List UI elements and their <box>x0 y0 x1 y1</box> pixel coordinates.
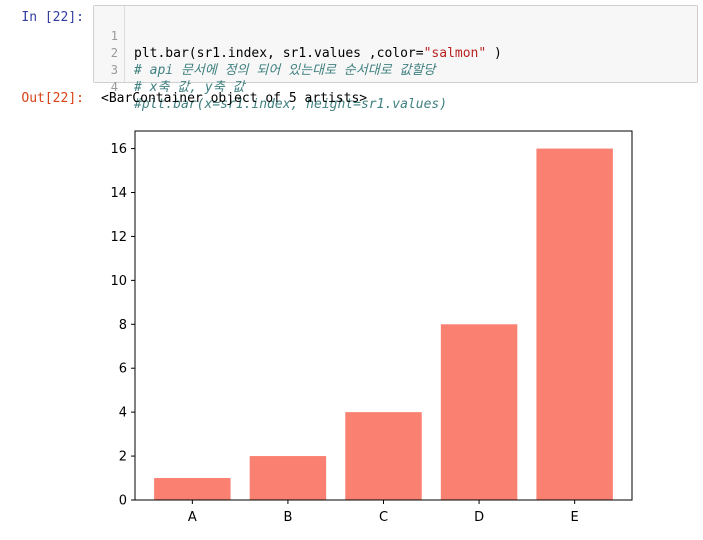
code-text-pre: plt.bar(sr1.index, sr1.values ,color= <box>134 46 424 61</box>
code-text: plt.bar(sr1.index, sr1.values ,color="sa… <box>134 45 502 62</box>
bar-E <box>536 148 613 501</box>
y-tick-label: 8 <box>119 318 127 333</box>
y-tick-label: 10 <box>110 274 127 289</box>
y-tick-label: 4 <box>119 406 127 421</box>
code-comment: # api 문서에 정의 되어 있는대로 순서대로 값할당 <box>134 63 436 78</box>
code-comment: # x축 값, y축 값 <box>134 80 245 95</box>
y-tick-label: 6 <box>119 362 127 377</box>
bar-B <box>249 456 327 500</box>
line-number: 2 <box>110 46 118 60</box>
code-line-2[interactable]: 2 # api 문서에 정의 되어 있는대로 순서대로 값할당 <box>94 28 694 78</box>
x-tick-label: E <box>571 510 579 525</box>
x-tick-label: D <box>474 510 484 525</box>
line-number-gutter <box>94 6 125 82</box>
y-tick-label: 2 <box>119 450 127 465</box>
y-tick-label: 0 <box>119 494 127 509</box>
output-text: <BarContainer object of 5 artists> <box>101 91 368 106</box>
code-cell[interactable]: 1 plt.bar(sr1.index, sr1.values ,color="… <box>93 5 698 112</box>
y-tick-label: 12 <box>110 230 127 245</box>
code-string: "salmon" <box>423 46 487 61</box>
input-prompt: In [22]: <box>21 10 84 25</box>
code-text-post: ) <box>486 46 502 61</box>
output-prompt: Out[22]: <box>21 91 84 106</box>
bar-D <box>440 324 518 500</box>
line-number: 4 <box>110 80 118 94</box>
code-line-4[interactable]: 4 #plt.bar(x=sr1.index, height=sr1.value… <box>94 62 694 112</box>
x-tick-label: C <box>379 510 388 525</box>
y-tick-label: 14 <box>110 186 127 201</box>
y-tick-label: 16 <box>110 142 127 157</box>
bar-C <box>345 412 422 500</box>
code-comment: #plt.bar(x=sr1.index, height=sr1.values) <box>134 97 448 112</box>
line-number: 1 <box>110 29 118 43</box>
x-tick-label: A <box>188 510 197 525</box>
x-tick-label: B <box>283 510 292 525</box>
code-line-3[interactable]: 3 # x축 값, y축 값 <box>94 45 694 95</box>
bar-A <box>154 478 231 500</box>
code-line-1[interactable]: 1 plt.bar(sr1.index, sr1.values ,color="… <box>94 11 694 61</box>
line-number: 3 <box>110 63 118 77</box>
